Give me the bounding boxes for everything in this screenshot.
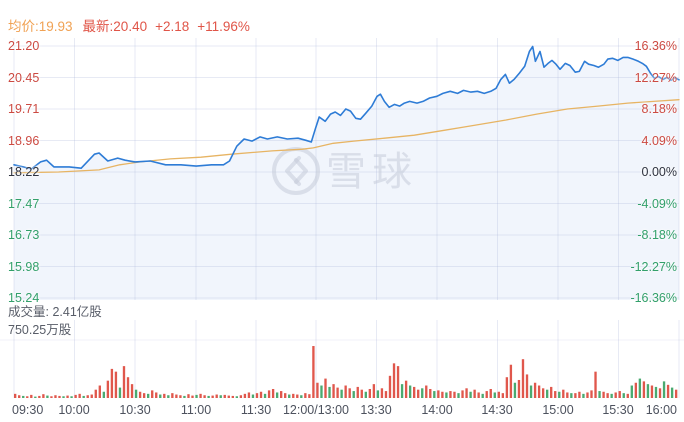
xueqiu-watermark: 雪球: [272, 147, 418, 195]
time-axis-label: 16:00: [645, 403, 677, 417]
average-price-value: 均价:19.93: [8, 19, 73, 34]
percent-axis-label: -12.27%: [630, 259, 677, 274]
price-change-value: +2.18: [155, 19, 190, 34]
volume-total-label: 成交量: 2.41亿股: [8, 305, 102, 319]
price-axis-label: 20.45: [8, 70, 40, 85]
time-axis-label: 10:30: [119, 403, 151, 417]
time-axis-label: 14:30: [481, 403, 513, 417]
time-axis-label: 11:30: [240, 403, 272, 417]
time-axis-label: 09:30: [12, 403, 44, 417]
time-axis-label: 15:30: [602, 403, 634, 417]
percent-axis-label: 12.27%: [634, 70, 677, 85]
percent-axis-label: -16.36%: [630, 291, 677, 305]
quote-header: 均价:19.93 最新:20.40 +2.18 +11.96%: [8, 15, 258, 35]
price-axis-label: 17.47: [8, 196, 40, 211]
time-axis-label: 13:30: [360, 403, 392, 417]
time-axis-label: 15:00: [542, 403, 574, 417]
time-axis-label: 11:00: [180, 403, 212, 417]
watermark-text: 雪球: [326, 150, 418, 194]
volume-max-label: 750.25万股: [8, 323, 72, 337]
chart-gridlines: [0, 38, 684, 398]
price-axis-label-prev-close: 18.22: [8, 165, 40, 179]
price-lines: [13, 45, 680, 174]
price-axis-label: 15.98: [8, 259, 40, 274]
percent-axis-label-zero: 0.00%: [641, 165, 677, 179]
price-change-percent: +11.96%: [197, 19, 250, 34]
percent-axis-label: -8.18%: [637, 228, 677, 242]
price-area-fill: [14, 46, 679, 300]
price-axis-label: 19.71: [8, 102, 40, 116]
price-axis-label: 21.20: [8, 39, 40, 53]
percent-axis-label: 4.09%: [641, 133, 677, 148]
percent-axis-label: -4.09%: [637, 196, 677, 211]
xueqiu-logo-icon: [285, 156, 301, 186]
latest-price-value: 最新:20.40: [82, 19, 148, 34]
xueqiu-logo-icon: [294, 158, 308, 184]
time-axis-label: 12:00/13:00: [282, 403, 350, 417]
percent-axis-label: 16.36%: [634, 39, 677, 53]
price-axis-label: 16.73: [8, 228, 40, 242]
percent-axis-label: 8.18%: [641, 102, 677, 116]
price-axis-label: 18.96: [8, 133, 40, 148]
time-axis-label: 14:00: [421, 403, 453, 417]
volume-bars: [14, 346, 678, 398]
time-axis-label: 10:00: [58, 403, 90, 417]
price-axis-label: 15.24: [8, 291, 40, 305]
